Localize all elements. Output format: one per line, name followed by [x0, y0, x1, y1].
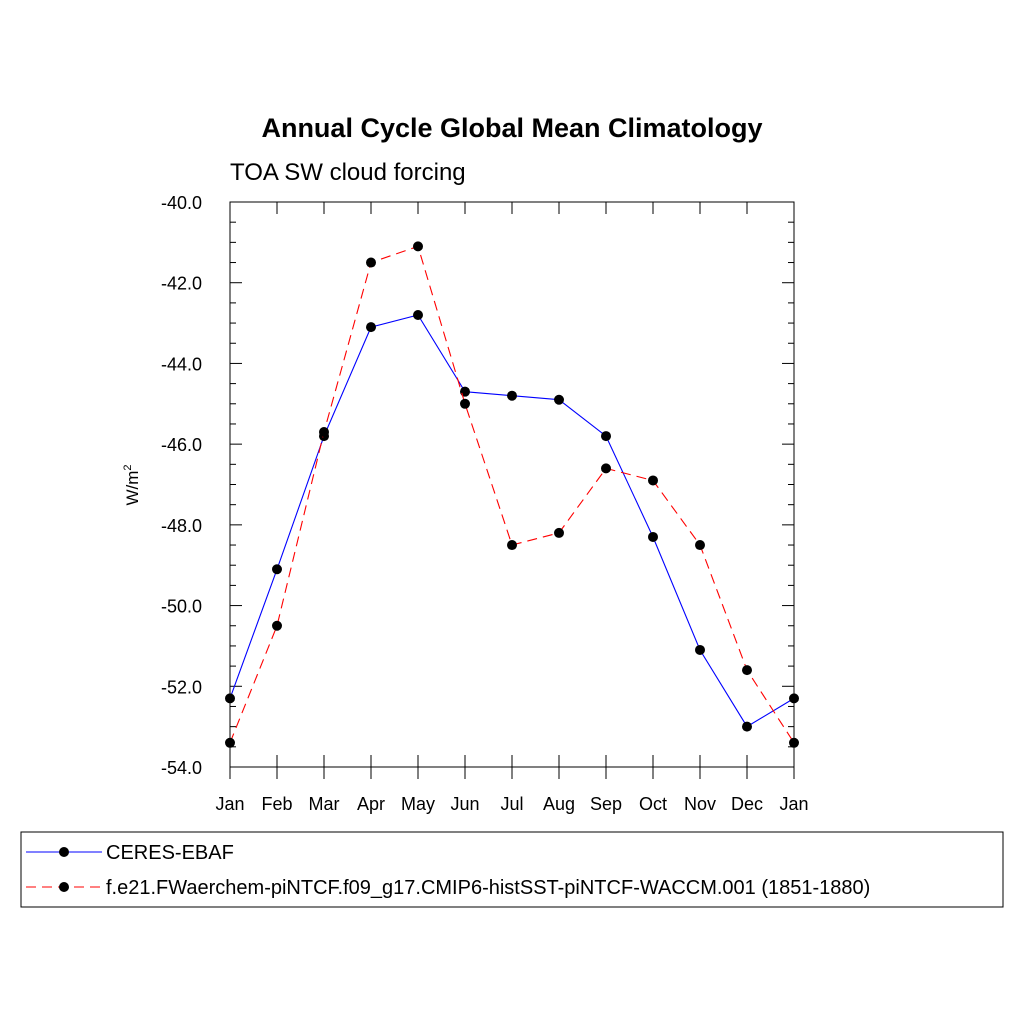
y-axis-label-text: W/m [123, 471, 142, 506]
series-1-point [507, 390, 517, 401]
x-tick-label: Sep [590, 794, 622, 814]
series-2-point [366, 257, 376, 268]
legend-marker-2 [59, 882, 69, 892]
series-1-point [413, 310, 423, 320]
series-2-point [225, 737, 235, 748]
series-1-point [366, 322, 376, 333]
x-tick-label: Jun [450, 794, 479, 814]
legend-label-1: CERES-EBAF [106, 842, 234, 864]
series-1-point [272, 564, 282, 575]
series-2-point [789, 737, 799, 748]
series-1-point [601, 431, 611, 442]
x-tick-label: Jul [500, 794, 523, 814]
series-line-1 [229, 314, 795, 728]
series-layer [225, 241, 799, 748]
series-2-point [695, 540, 705, 551]
series-2-point [507, 540, 517, 551]
x-tick-label: Oct [639, 794, 667, 814]
x-tick-label: Nov [684, 794, 716, 814]
series-2-point [319, 427, 329, 438]
legend-marker-1 [59, 847, 69, 857]
chart-title: Annual Cycle Global Mean Climatology [261, 113, 762, 143]
series-2-point [272, 620, 282, 631]
series-1-point [460, 386, 470, 397]
x-tick-label: Jan [779, 794, 808, 814]
series-2-point [601, 463, 611, 474]
series-1-point [695, 644, 705, 655]
axis-ticks [229, 201, 795, 779]
x-tick-label: Mar [309, 794, 340, 814]
x-tick-label: Jan [215, 794, 244, 814]
y-tick-label: -46.0 [161, 435, 202, 455]
series-2-point [742, 665, 752, 676]
x-tick-label: Aug [543, 794, 575, 814]
x-tick-label: Apr [357, 794, 385, 814]
tick-labels: -40.0 -42.0 -44.0 -46.0 -48.0 -50.0 -52.0 -54.0… [161, 193, 809, 814]
series-2-point [460, 398, 470, 409]
series-1-point [648, 531, 658, 542]
chart-subtitle: TOA SW cloud forcing [230, 159, 466, 186]
y-tick-label: -40.0 [161, 193, 202, 213]
y-tick-label: -44.0 [161, 354, 202, 374]
y-tick-label: -52.0 [161, 677, 202, 697]
series-1-point [742, 721, 752, 732]
y-tick-label: -42.0 [161, 274, 202, 294]
y-tick-label: -48.0 [161, 516, 202, 536]
y-axis-label-superscript: 2 [122, 464, 134, 470]
series-2-point [648, 475, 658, 486]
series-line-2 [229, 245, 795, 744]
series-1-point [554, 394, 564, 405]
x-tick-label: Dec [731, 794, 763, 814]
series-1-point [789, 693, 799, 704]
series-2-point [554, 527, 564, 538]
y-tick-label: -50.0 [161, 597, 202, 617]
y-tick-label: -54.0 [161, 758, 202, 778]
plot-frame [229, 201, 795, 768]
x-tick-label: Feb [261, 794, 292, 814]
x-tick-label: May [401, 794, 435, 814]
series-1-point [225, 693, 235, 704]
legend-label-2: f.e21.FWaerchem-piNTCF.f09_g17.CMIP6-his… [106, 877, 870, 899]
legend-box [20, 831, 1004, 908]
y-axis-label: W/m2 [122, 464, 142, 505]
legend: CERES-EBAF f.e21.FWaerchem-piNTCF.f09_g17… [26, 842, 870, 899]
series-2-point [413, 241, 423, 252]
